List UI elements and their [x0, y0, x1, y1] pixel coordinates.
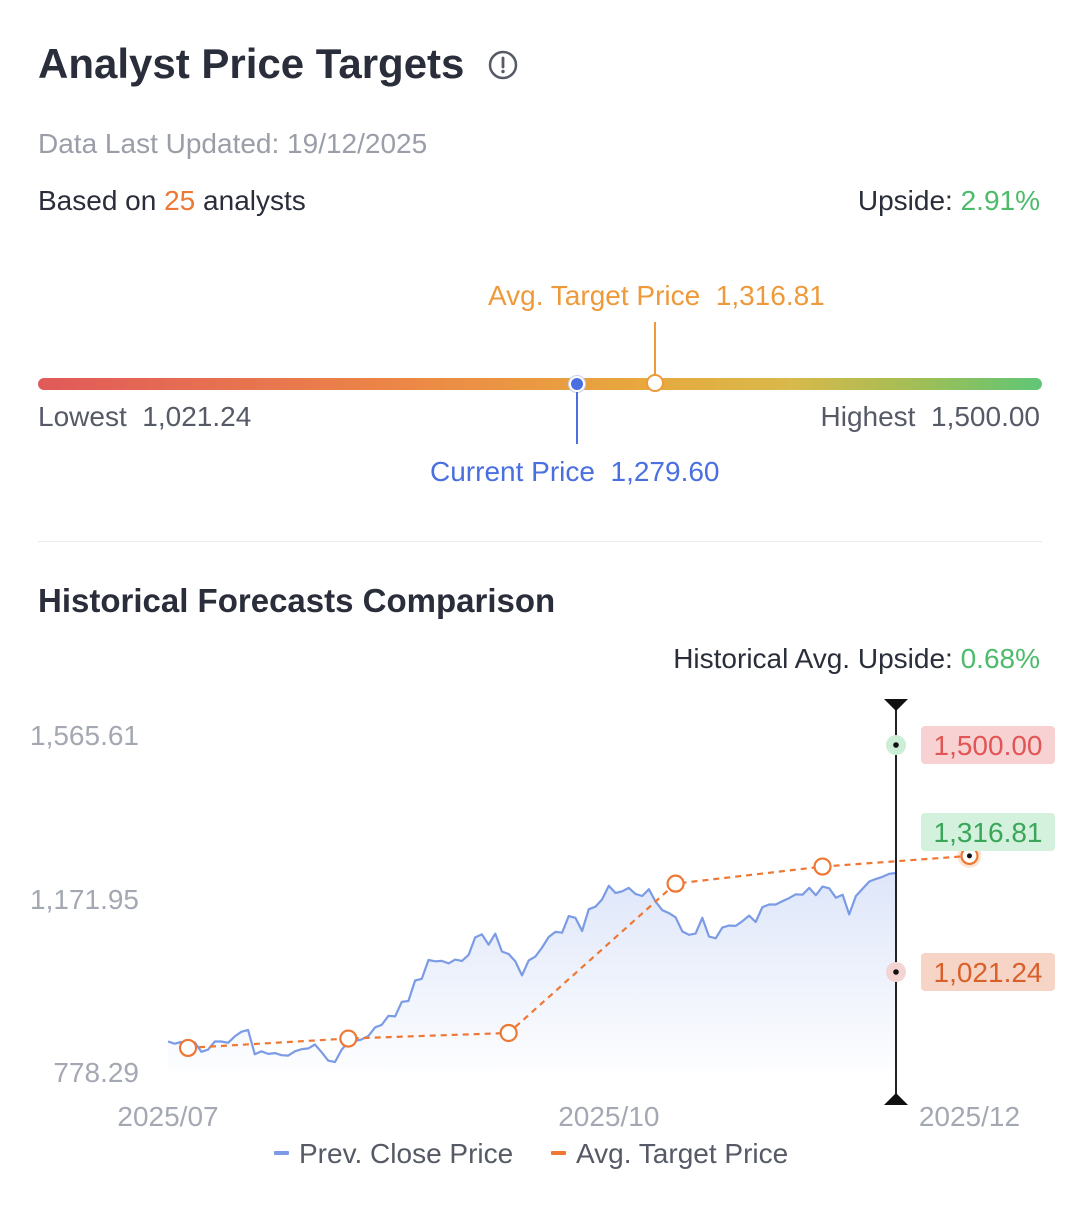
section-divider: [38, 541, 1042, 542]
target-point[interactable]: [178, 1038, 198, 1058]
history-title: Historical Forecasts Comparison: [38, 582, 556, 619]
current-price-value: 1,279.60: [610, 456, 720, 487]
price-area: [168, 873, 896, 1070]
target-line: [187, 854, 970, 1049]
end-marker-label: 1,500.00: [934, 730, 1043, 761]
lowest-value: 1,021.24: [142, 401, 252, 432]
lowest-label: Lowest 1,021.24: [38, 401, 252, 432]
avg-target-label: Avg. Target Price 1,316.81: [488, 280, 825, 311]
current-price-label: Current Price 1,279.60: [430, 456, 720, 487]
upside-text: Upside: 2.91%: [857, 185, 1040, 216]
end-marker-label: 1,316.81: [934, 817, 1043, 848]
history-upside-value: 0.68%: [960, 643, 1040, 674]
last-updated-date: 19/12/2025: [287, 128, 428, 159]
end-marker-tag: [921, 726, 1055, 764]
avg-target-marker: [646, 374, 665, 392]
current-price-marker: [569, 376, 586, 392]
price-range-bar: [38, 378, 1042, 390]
y-tick-label: 778.29: [53, 1057, 139, 1088]
history-chart[interactable]: 1,565.61 1,171.95 778.29 2025/07 2025/10 202…: [0, 690, 1080, 1190]
highest-label: Highest 1,500.00: [820, 401, 1041, 432]
cursor-bottom-arrow[interactable]: [884, 1093, 908, 1105]
avg-target-value: 1,316.81: [715, 280, 825, 311]
current-price-stem: [576, 392, 579, 444]
target-point-dot: [966, 853, 972, 859]
analyst-count: 25: [164, 185, 196, 216]
x-tick-label: 2025/10: [558, 1101, 659, 1132]
page-title: Analyst Price Targets: [38, 40, 465, 87]
history-upside-text: Historical Avg. Upside: 0.68%: [673, 643, 1040, 674]
target-point[interactable]: [499, 1023, 518, 1043]
x-tick-label: 2025/12: [919, 1101, 1020, 1132]
legend-swatch: [551, 1151, 566, 1155]
end-marker-tag: [921, 813, 1055, 851]
x-tick-label: 2025/07: [117, 1101, 218, 1132]
target-point[interactable]: [813, 857, 832, 876]
target-point[interactable]: [339, 1029, 358, 1048]
y-tick-label: 1,565.61: [30, 720, 139, 751]
end-marker-dot: [893, 969, 899, 975]
price-line: [167, 871, 897, 1064]
avg-target-stem: [654, 322, 657, 378]
legend-swatch: [274, 1151, 289, 1155]
last-updated: Data Last Updated: 19/12/2025: [38, 128, 428, 159]
end-marker-tag: [921, 953, 1055, 991]
end-marker-label: 1,021.24: [934, 957, 1043, 988]
legend-label[interactable]: Avg. Target Price: [576, 1138, 788, 1169]
y-tick-label: 1,171.95: [30, 884, 139, 915]
cursor-top-arrow[interactable]: [884, 699, 908, 711]
target-point[interactable]: [666, 874, 685, 893]
end-marker-dot: [893, 742, 899, 748]
info-icon[interactable]: [488, 50, 518, 80]
legend-label[interactable]: Prev. Close Price: [299, 1138, 513, 1169]
upside-value: 2.91%: [960, 185, 1040, 216]
analyst-count-text: Based on 25 analysts: [38, 185, 306, 216]
highest-value: 1,500.00: [931, 401, 1040, 432]
